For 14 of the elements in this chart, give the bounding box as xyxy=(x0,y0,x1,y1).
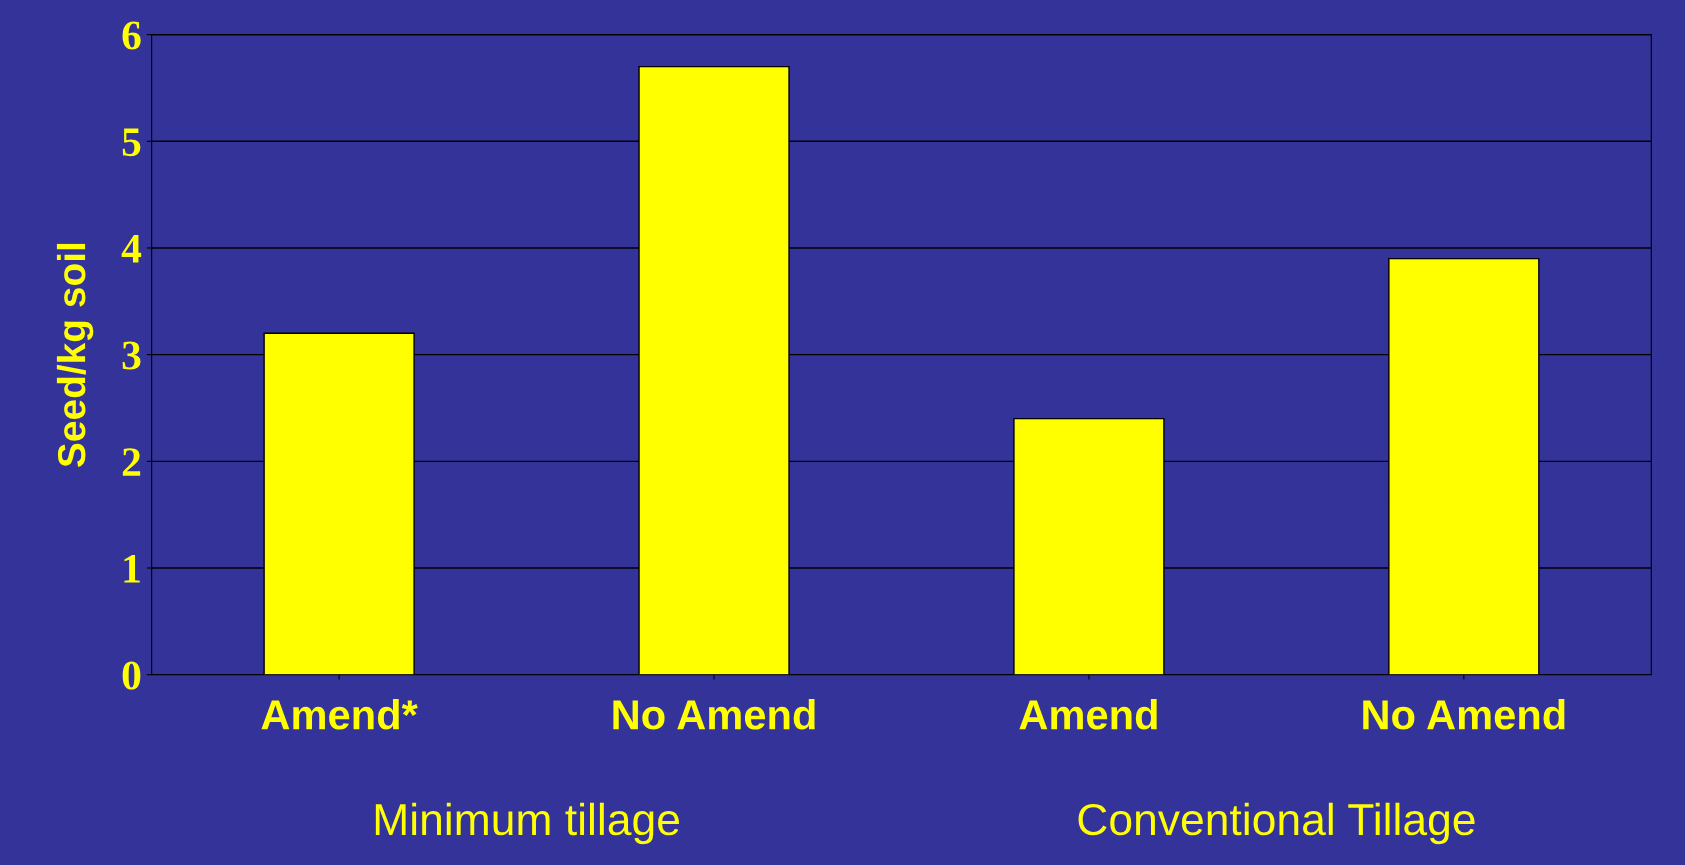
y-axis-title: Seed/kg soil xyxy=(56,243,94,467)
y-tick-label: 1 xyxy=(124,554,140,583)
y-tick-label: 4 xyxy=(121,234,142,263)
y-tick-label: 5 xyxy=(122,128,141,157)
x-tick-label: Amend xyxy=(1019,699,1157,730)
y-tick-label: 6 xyxy=(122,21,141,50)
y-tick-label: 3 xyxy=(122,341,141,370)
y-tick-label: 0 xyxy=(122,661,141,690)
text: Minimum tillage xyxy=(375,802,679,845)
x-tick-label: No Amend xyxy=(1363,699,1565,730)
x-tick-label: Amend* xyxy=(261,699,418,730)
x-tick-label: No Amend xyxy=(613,699,815,730)
text: Conventional Tillage xyxy=(1078,802,1475,845)
y-tick-label: 2 xyxy=(122,448,141,476)
